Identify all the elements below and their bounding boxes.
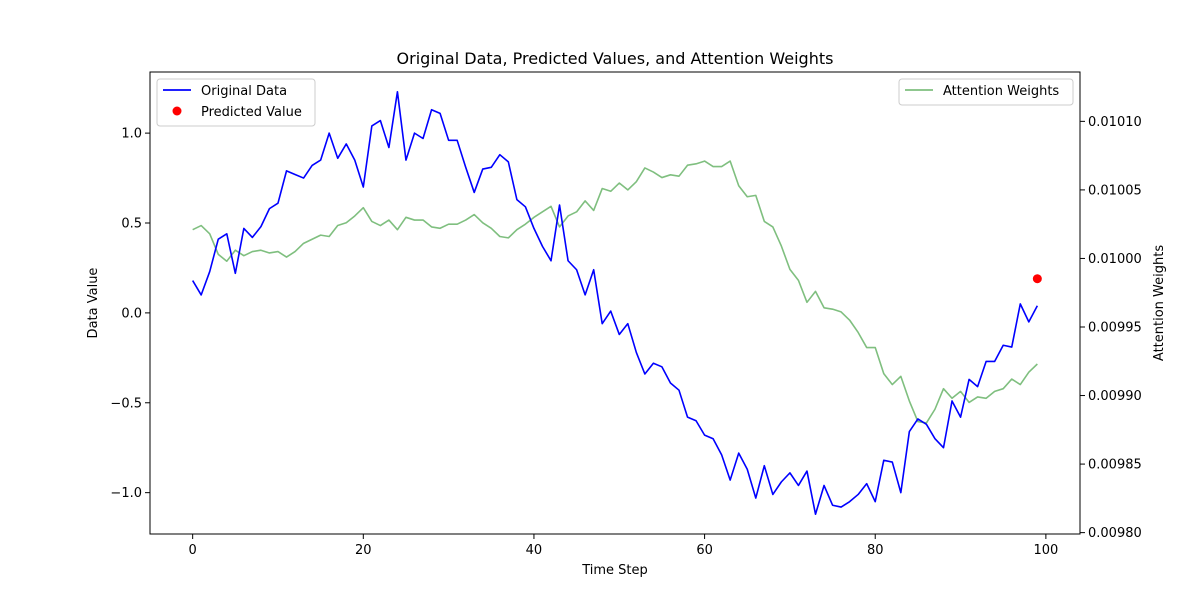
y2-axis-ticks: 0.00980 0.00985 0.00990 0.00995 0.01000 0.010… bbox=[1080, 115, 1142, 541]
y-tick-label: 0.5 bbox=[121, 217, 142, 232]
legend-predicted-value-label: Predicted Value bbox=[201, 105, 302, 120]
y2-tick-label: 0.01005 bbox=[1088, 183, 1142, 198]
y2-tick-label: 0.00995 bbox=[1088, 320, 1142, 335]
chart-title: Original Data, Predicted Values, and Att… bbox=[397, 49, 834, 68]
y2-axis-label: Attention Weights bbox=[1152, 245, 1167, 361]
y-tick-label: −1.0 bbox=[110, 486, 142, 501]
y-tick-label: −0.5 bbox=[110, 396, 142, 411]
legend-left: Original Data Predicted Value bbox=[156, 78, 316, 127]
y-axis-ticks: −1.0 −0.5 0.0 0.5 1.0 bbox=[110, 127, 150, 501]
y-tick-label: 1.0 bbox=[121, 127, 142, 142]
legend-attention-weights-label: Attention Weights bbox=[943, 84, 1059, 99]
plot-frame bbox=[149, 71, 1081, 535]
y2-tick-label: 0.00990 bbox=[1088, 389, 1142, 404]
legend-left-frame bbox=[156, 78, 316, 127]
y2-tick-label: 0.01000 bbox=[1088, 252, 1142, 267]
original-data-line bbox=[191, 90, 1039, 516]
attention-weights-line bbox=[192, 160, 1038, 424]
x-tick-label: 20 bbox=[355, 543, 372, 558]
y-axis-label: Data Value bbox=[86, 268, 101, 339]
legend-right: Attention Weights bbox=[898, 78, 1074, 106]
legend-original-data-label: Original Data bbox=[201, 84, 287, 99]
x-tick-label: 100 bbox=[1033, 543, 1058, 558]
attention-series-layer bbox=[192, 160, 1038, 424]
x-tick-label: 80 bbox=[867, 543, 884, 558]
y2-tick-label: 0.00985 bbox=[1088, 458, 1142, 473]
y2-tick-label: 0.01010 bbox=[1088, 115, 1142, 130]
legend-right-frame bbox=[898, 78, 1074, 106]
x-axis-label: Time Step bbox=[581, 563, 648, 578]
x-tick-label: 0 bbox=[189, 543, 197, 558]
x-tick-label: 40 bbox=[526, 543, 543, 558]
predicted-value-point bbox=[1032, 274, 1042, 284]
data-series-layer bbox=[191, 90, 1039, 516]
y2-tick-label: 0.00980 bbox=[1088, 526, 1142, 541]
x-tick-label: 60 bbox=[696, 543, 713, 558]
predicted-layer bbox=[1032, 274, 1042, 284]
x-axis-ticks: 0 20 40 60 80 100 bbox=[189, 534, 1058, 558]
y-tick-label: 0.0 bbox=[121, 306, 142, 321]
legend-predicted-value-swatch bbox=[172, 106, 182, 116]
